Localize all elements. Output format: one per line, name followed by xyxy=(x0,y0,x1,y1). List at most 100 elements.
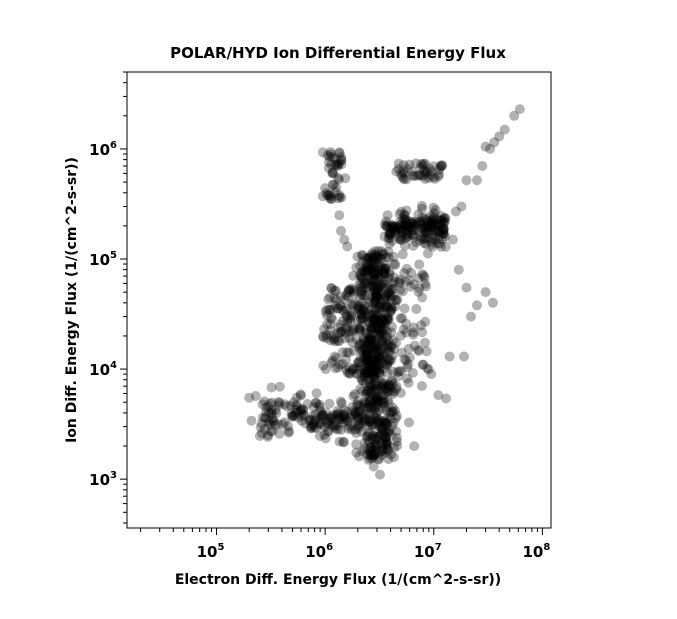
scatter-point xyxy=(334,412,345,423)
scatter-point xyxy=(359,266,370,277)
scatter-point xyxy=(406,166,417,177)
scatter-point xyxy=(418,270,429,281)
scatter-point xyxy=(373,361,384,372)
scatter-point xyxy=(383,288,393,299)
scatter-point xyxy=(399,354,410,365)
scatter-point xyxy=(364,381,375,392)
scatter-point xyxy=(377,315,387,326)
x-tick-label: 107 xyxy=(414,542,442,561)
scatter-point xyxy=(383,252,394,263)
y-axis-ticks: 103 104 105 106 xyxy=(89,71,127,524)
scatter-point xyxy=(361,449,372,460)
scatter-point xyxy=(368,283,379,294)
scatter-point xyxy=(415,170,426,181)
scatter-point xyxy=(361,431,372,442)
scatter-point xyxy=(382,359,392,370)
scatter-point xyxy=(308,419,319,430)
scatter-point xyxy=(428,215,439,225)
scatter-point xyxy=(325,147,336,157)
scatter-point xyxy=(427,218,438,229)
scatter-point xyxy=(325,325,336,336)
scatter-point xyxy=(368,448,379,459)
scatter-point xyxy=(396,347,407,358)
scatter-point xyxy=(382,315,393,326)
scatter-point xyxy=(365,453,376,464)
scatter-point xyxy=(404,222,415,233)
scatter-point xyxy=(383,302,394,313)
scatter-point xyxy=(372,292,383,302)
scatter-point xyxy=(363,435,374,446)
scatter-point xyxy=(387,375,398,386)
scatter-point xyxy=(366,281,377,292)
scatter-point xyxy=(410,216,421,227)
scatter-point xyxy=(357,344,368,355)
scatter-point xyxy=(383,445,394,456)
scatter-point xyxy=(341,311,352,322)
scatter-point xyxy=(378,278,389,289)
scatter-point xyxy=(376,320,387,331)
scatter-point xyxy=(341,290,352,301)
scatter-point xyxy=(333,303,344,314)
scatter-point xyxy=(427,221,438,232)
scatter-point xyxy=(337,359,348,369)
scatter-point xyxy=(369,343,380,354)
scatter-point xyxy=(382,383,393,394)
scatter-point xyxy=(342,367,353,378)
scatter-point xyxy=(359,371,370,382)
scatter-point xyxy=(328,334,339,345)
scatter-point xyxy=(422,220,433,231)
scatter-point xyxy=(383,380,394,391)
scatter-point xyxy=(266,404,277,415)
scatter-point xyxy=(398,324,409,335)
scatter-point xyxy=(362,339,373,350)
scatter-point xyxy=(425,215,436,226)
scatter-point xyxy=(421,166,431,177)
scatter-point xyxy=(336,414,347,425)
scatter-point xyxy=(359,398,370,409)
scatter-point xyxy=(432,214,443,225)
scatter-point xyxy=(396,219,407,230)
scatter-point xyxy=(494,131,505,142)
scatter-point xyxy=(369,439,380,450)
scatter-point xyxy=(400,233,411,244)
scatter-point xyxy=(375,355,386,366)
scatter-point xyxy=(360,367,370,377)
scatter-point xyxy=(436,215,447,226)
scatter-point xyxy=(346,307,357,318)
scatter-point xyxy=(318,360,329,371)
scatter-point xyxy=(382,282,393,293)
scatter-point xyxy=(403,221,414,232)
scatter-point xyxy=(365,323,376,334)
scatter-point xyxy=(420,168,431,179)
scatter-point xyxy=(368,451,379,462)
scatter-point xyxy=(356,249,367,260)
scatter-point xyxy=(382,313,393,324)
scatter-point xyxy=(354,451,365,462)
scatter-point xyxy=(291,400,302,410)
scatter-point xyxy=(346,424,357,435)
scatter-point xyxy=(373,432,383,442)
scatter-point xyxy=(383,386,394,397)
scatter-point xyxy=(369,386,380,397)
scatter-point xyxy=(266,426,276,437)
scatter-point xyxy=(421,239,431,250)
scatter-point xyxy=(374,301,385,312)
scatter-point xyxy=(391,337,401,348)
scatter-point xyxy=(339,412,350,423)
scatter-point xyxy=(362,282,373,293)
scatter-point xyxy=(373,280,384,290)
scatter-point xyxy=(381,405,392,416)
scatter-point xyxy=(379,268,390,279)
scatter-point xyxy=(416,381,427,391)
scatter-point xyxy=(366,263,377,274)
scatter-point xyxy=(323,294,334,305)
scatter-point xyxy=(392,294,403,305)
scatter-point xyxy=(337,315,348,326)
scatter-point xyxy=(354,340,365,351)
scatter-point xyxy=(381,420,392,431)
scatter-point xyxy=(336,291,346,302)
scatter-point xyxy=(304,415,315,426)
scatter-point xyxy=(327,179,338,190)
scatter-point xyxy=(335,411,345,422)
